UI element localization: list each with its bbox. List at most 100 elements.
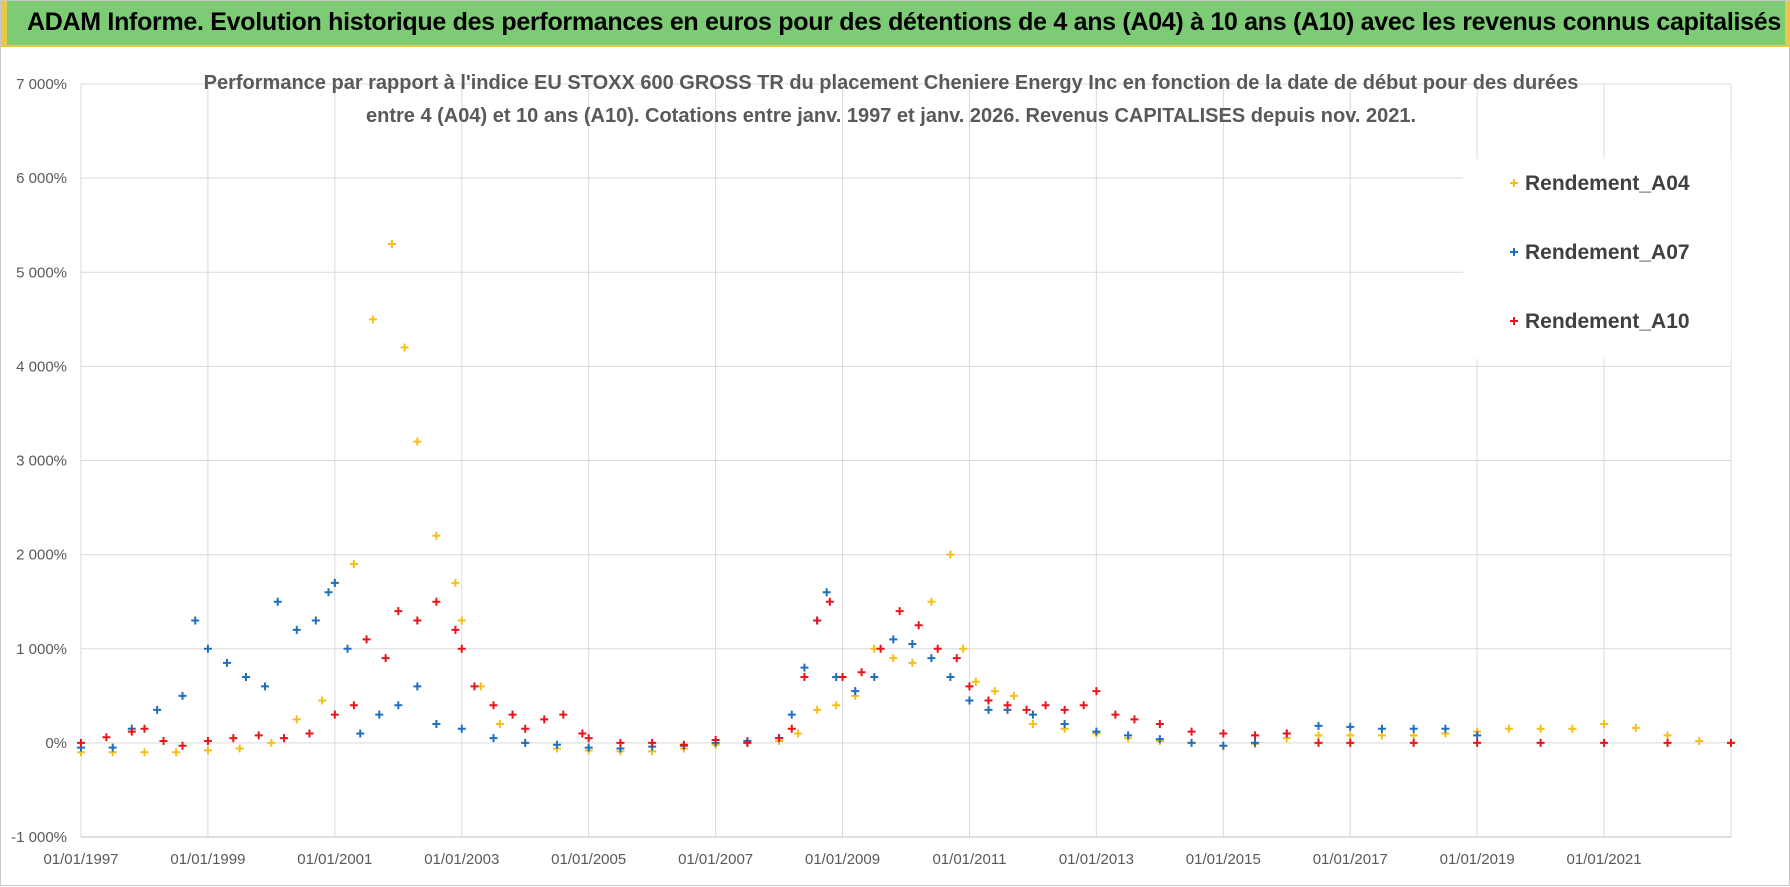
data-point [584, 734, 593, 743]
data-point [984, 696, 993, 705]
data-point [235, 744, 244, 753]
data-point [1536, 738, 1545, 747]
y-tick-label: 3 000% [16, 453, 67, 470]
legend-marker [1510, 179, 1518, 187]
data-point [794, 729, 803, 738]
data-point [578, 729, 587, 738]
data-point [851, 687, 860, 696]
data-point [1346, 731, 1355, 740]
data-point [1187, 738, 1196, 747]
data-point [102, 733, 111, 742]
data-point [1377, 724, 1386, 733]
axes: -1 000% 0% 1 000% 2 000% 3 000% 4 000% 5 000% 6… [11, 76, 1641, 868]
data-point [457, 644, 466, 653]
data-point [489, 734, 498, 743]
data-point [800, 663, 809, 672]
data-point [952, 654, 961, 663]
data-point [1663, 738, 1672, 747]
x-tick-label: 01/01/2003 [424, 851, 499, 868]
data-point [743, 738, 752, 747]
data-point [889, 635, 898, 644]
series-Rendement_A07 [77, 578, 1482, 753]
data-point [825, 597, 834, 606]
data-point [1409, 724, 1418, 733]
data-point [787, 724, 796, 733]
data-point [895, 607, 904, 616]
data-point [984, 705, 993, 714]
data-point [1009, 691, 1018, 700]
data-point [946, 550, 955, 559]
data-point [356, 729, 365, 738]
data-point [1346, 722, 1355, 731]
y-tick-label: 1 000% [16, 641, 67, 658]
data-point [292, 715, 301, 724]
data-point [1727, 738, 1735, 747]
data-point [946, 672, 955, 681]
x-tick-label: 01/01/2017 [1313, 851, 1388, 868]
data-point [965, 696, 974, 705]
chart-title-line: entre 4 (A04) et 10 ans (A10). Cotations… [366, 105, 1416, 127]
y-tick-label: 5 000% [16, 264, 67, 281]
data-points [77, 240, 1735, 757]
data-point [1060, 705, 1069, 714]
data-point [1600, 720, 1609, 729]
data-point [343, 644, 352, 653]
data-point [153, 705, 162, 714]
data-point [349, 701, 358, 710]
data-point [914, 621, 923, 630]
chart-title-line: Performance par rapport à l'indice EU ST… [204, 72, 1579, 94]
data-point [1314, 738, 1323, 747]
chart-title: Performance par rapport à l'indice EU ST… [204, 72, 1579, 127]
data-point [965, 682, 974, 691]
data-point [368, 315, 377, 324]
data-point [305, 729, 314, 738]
data-point [267, 738, 276, 747]
data-point [927, 597, 936, 606]
data-point [349, 560, 358, 569]
data-point [292, 625, 301, 634]
legend-box [1463, 159, 1731, 359]
banner-accent-right [1785, 1, 1790, 47]
data-point [229, 734, 238, 743]
data-point [172, 748, 181, 757]
data-point [971, 677, 980, 686]
data-point [1124, 731, 1133, 740]
data-point [413, 682, 422, 691]
data-point [1695, 736, 1704, 745]
data-point [330, 578, 339, 587]
data-point [1187, 727, 1196, 736]
data-point [648, 738, 657, 747]
data-point [857, 668, 866, 677]
data-point [559, 710, 568, 719]
data-point [400, 343, 409, 352]
data-point [1441, 724, 1450, 733]
data-point [1060, 720, 1069, 729]
y-tick-label: 4 000% [16, 358, 67, 375]
data-point [1219, 741, 1228, 750]
data-point [394, 701, 403, 710]
banner-title: ADAM Informe. Evolution historique des p… [27, 8, 1781, 36]
data-point [394, 607, 403, 616]
data-point [876, 644, 885, 653]
data-point [1568, 724, 1577, 733]
data-point [432, 531, 441, 540]
data-point [584, 743, 593, 752]
data-point [261, 682, 270, 691]
data-point [457, 724, 466, 733]
data-point [1155, 735, 1164, 744]
data-point [1079, 701, 1088, 710]
data-point [1022, 705, 1031, 714]
data-point [178, 741, 187, 750]
data-point [540, 715, 549, 724]
x-tick-label: 01/01/2009 [805, 851, 880, 868]
data-point [203, 746, 212, 755]
y-tick-label: 7 000% [16, 76, 67, 93]
data-point [1092, 727, 1101, 736]
data-point [1473, 738, 1482, 747]
data-point [908, 640, 917, 649]
data-point [775, 734, 784, 743]
data-point [1028, 720, 1037, 729]
data-point [1251, 731, 1260, 740]
data-point [1346, 738, 1355, 747]
